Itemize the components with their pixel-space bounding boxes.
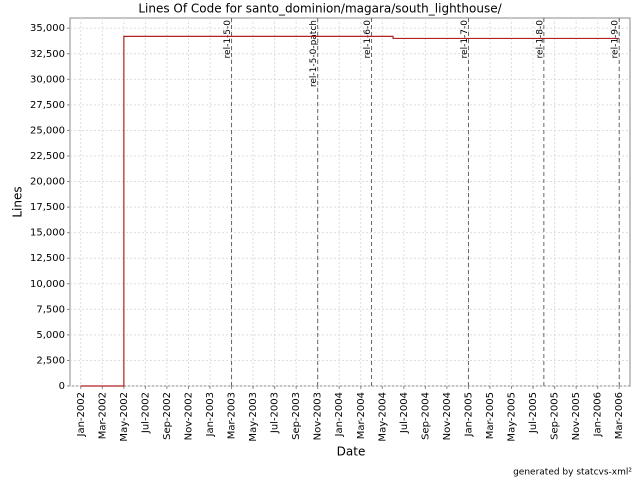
x-tick-label: Mar-2003 xyxy=(227,392,238,439)
y-tick-label: 0 xyxy=(59,381,65,392)
x-axis-label: Date xyxy=(337,445,366,459)
y-tick-label: 15,000 xyxy=(30,228,65,239)
x-tick-label: Jul-2002 xyxy=(140,392,151,434)
x-tick-label: Nov-2003 xyxy=(313,392,324,440)
plot-area xyxy=(69,17,631,387)
x-tick-label: Jul-2003 xyxy=(270,392,281,434)
x-tick-label: May-2003 xyxy=(248,392,259,442)
x-tick-label: Jan-2004 xyxy=(334,392,345,437)
release-label: rel-1-5-0 xyxy=(223,20,233,59)
x-tick-label: Sep-2004 xyxy=(420,392,431,440)
y-tick-label: 2,500 xyxy=(36,355,65,366)
x-tick-label: May-2002 xyxy=(119,392,130,442)
x-tick-label: Sep-2005 xyxy=(550,392,561,440)
x-tick-label: Jan-2006 xyxy=(593,392,604,437)
y-tick-label: 12,500 xyxy=(30,253,65,264)
x-tick-label: May-2005 xyxy=(507,392,518,442)
x-tick-label: Nov-2004 xyxy=(442,392,453,440)
release-label: rel-1-8-0 xyxy=(535,20,545,59)
release-label: rel-1-7-0 xyxy=(460,20,470,59)
y-tick-label: 22,500 xyxy=(30,151,65,162)
chart-title: Lines Of Code for santo_dominion/magara/… xyxy=(138,2,502,16)
y-tick-label: 25,000 xyxy=(30,125,65,136)
footer: generated by statcvs-xml² xyxy=(513,468,632,478)
x-tick-label: May-2004 xyxy=(377,392,388,442)
release-label: rel-1-5-0-patch xyxy=(309,20,319,87)
y-tick-label: 32,500 xyxy=(30,49,65,60)
data-line xyxy=(80,35,620,387)
y-tick-label: 17,500 xyxy=(30,202,65,213)
release-label: rel-1-6-0 xyxy=(363,20,373,59)
x-tick-label: Mar-2004 xyxy=(356,392,367,439)
x-tick-label: Sep-2002 xyxy=(162,392,173,440)
y-tick-label: 20,000 xyxy=(30,177,65,188)
x-tick-label: Jan-2002 xyxy=(76,392,87,437)
y-tick-label: 27,500 xyxy=(30,100,65,111)
x-tick-label: Jul-2004 xyxy=(399,392,410,434)
x-tick-label: Mar-2006 xyxy=(614,392,625,439)
y-tick-label: 10,000 xyxy=(30,279,65,290)
x-tick-label: Mar-2002 xyxy=(97,392,108,439)
x-tick-label: Jan-2003 xyxy=(205,392,216,437)
y-tick-label: 5,000 xyxy=(36,330,65,341)
release-label: rel-1-9-0 xyxy=(611,20,621,59)
x-tick-label: Jul-2005 xyxy=(528,392,539,434)
y-tick-label: 35,000 xyxy=(30,23,65,34)
y-tick-label: 30,000 xyxy=(30,74,65,85)
x-tick-label: Sep-2003 xyxy=(291,392,302,440)
x-tick-label: Nov-2005 xyxy=(571,392,582,440)
x-tick-label: Mar-2005 xyxy=(485,392,496,439)
x-tick-label: Nov-2002 xyxy=(183,392,194,440)
x-tick-label: Jan-2005 xyxy=(463,392,474,437)
y-axis-label: Lines xyxy=(11,186,25,217)
y-tick-label: 7,500 xyxy=(36,304,65,315)
